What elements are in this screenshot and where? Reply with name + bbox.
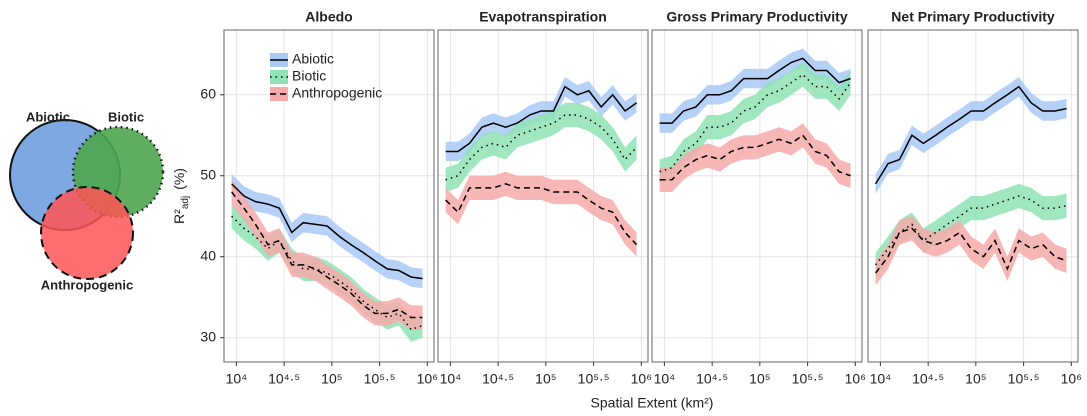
y-tick-label: 30 [200,328,216,344]
confidence-band [659,123,851,192]
confidence-band [231,179,423,330]
confidence-band [875,216,1067,286]
legend-swatch [270,70,288,84]
x-tick-label: 10⁶ [845,371,866,387]
series-line [659,73,852,173]
confidence-band [445,102,637,192]
x-tick-label: 10⁶ [1061,371,1082,387]
plot-frame [437,29,649,363]
y-label-sub: adj [180,196,191,209]
series-line [445,114,638,181]
y-tick-label: 60 [200,85,216,101]
legend-label: Biotic [292,68,326,84]
y-tick-label: 50 [200,166,216,182]
x-tick-label: 10⁵ [535,371,556,387]
x-tick-label: 10⁶ [631,371,652,387]
plot-frame [867,29,1079,363]
x-tick-label: 10⁵·⁵ [578,371,610,387]
x-tick-label: 10⁵ [321,371,342,387]
venn-diagram: Abiotic Biotic Anthropogenic [9,109,165,292]
x-tick-label: 10⁵·⁵ [1008,371,1040,387]
panel-title: Evapotranspiration [479,9,607,25]
series-line [659,57,851,124]
x-tick-label: 10⁴·⁵ [696,371,728,387]
venn-circle [40,186,134,280]
panel-title: Net Primary Productivity [891,9,1055,25]
x-tick-label: 10⁴ [870,371,892,387]
x-tick-label: 10⁴ [654,371,676,387]
x-tick-label: 10⁵·⁵ [792,371,824,387]
x-tick-label: 10⁴·⁵ [912,371,944,387]
x-tick-label: 10⁵ [749,371,770,387]
legend-label: Anthropogenic [292,85,382,101]
confidence-band [875,183,1067,277]
venn-label: Biotic [108,109,144,124]
venn-label: Abiotic [26,109,70,124]
series-line [445,85,637,153]
x-tick-label: 10⁴ [226,371,248,387]
series-line [445,183,638,246]
series-line [875,195,1067,266]
y-tick-label: 40 [200,247,216,263]
y-label-main: R² [171,209,187,224]
series-line [874,85,1067,185]
confidence-band [231,174,423,289]
y-axis-label: R²adj (%) [171,168,191,224]
legend-swatch [270,87,288,101]
series-line [231,183,423,280]
x-tick-label: 10⁵ [965,371,986,387]
x-tick-label: 10⁶ [417,371,438,387]
series-line [875,227,1067,274]
series-line [231,215,423,331]
legend-label: Abiotic [292,51,334,67]
x-tick-label: 10⁴·⁵ [268,371,300,387]
x-tick-label: 10⁵·⁵ [364,371,396,387]
x-axis-label: Spatial Extent (km²) [591,395,714,411]
plot-frame [651,29,863,363]
confidence-band [659,48,851,133]
plot-frame [223,29,435,363]
confidence-band [875,76,1067,194]
x-tick-label: 10⁴·⁵ [482,371,514,387]
panel-title: Gross Primary Productivity [666,9,848,25]
x-tick-label: 10⁴ [440,371,462,387]
series-line [659,134,851,181]
confidence-band [445,171,637,257]
y-label-unit: (%) [171,168,187,190]
panel-title: Albedo [305,9,352,25]
venn-label: Anthropogenic [41,277,133,292]
series-line [231,191,423,319]
